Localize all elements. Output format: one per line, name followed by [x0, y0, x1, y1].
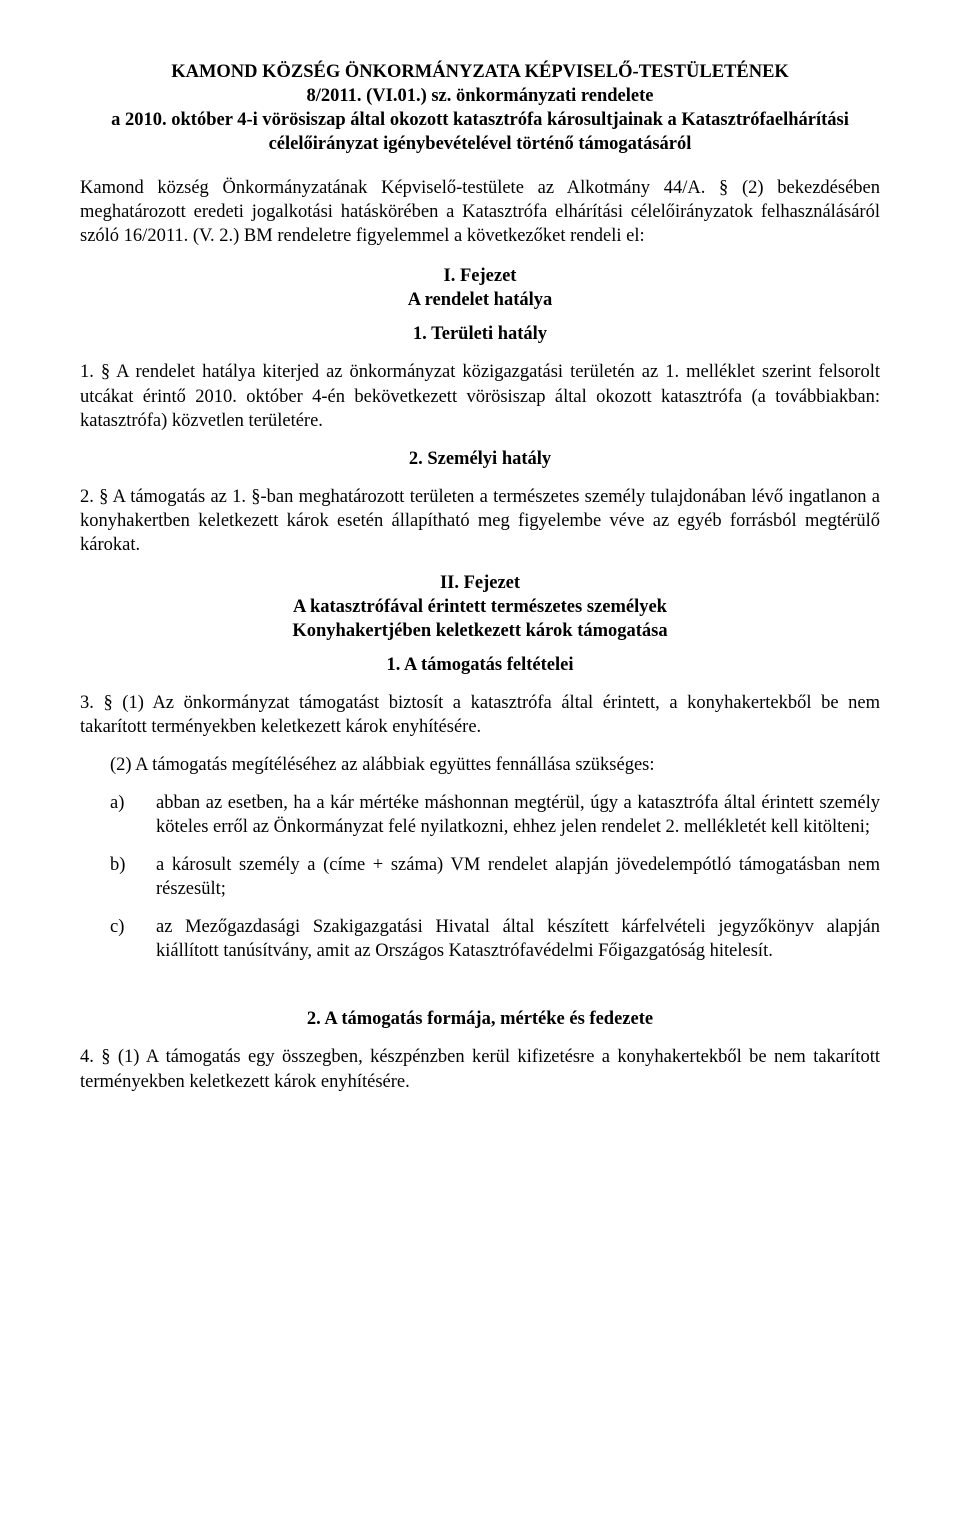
title-line-2: 8/2011. (VI.01.) sz. önkormányzati rende… — [80, 84, 880, 108]
list-letter-c: c) — [80, 915, 156, 963]
paragraph-3-2: (2) A támogatás megítéléséhez az alábbia… — [80, 753, 880, 777]
list-letter-a: a) — [80, 791, 156, 839]
chapter-1-number: I. Fejezet — [80, 264, 880, 288]
paragraph-4-1: 4. § (1) A támogatás egy összegben, kész… — [80, 1045, 880, 1093]
section-1-heading: 1. Területi hatály — [80, 322, 880, 346]
chapter-2-title-1: A katasztrófával érintett természetes sz… — [80, 595, 880, 619]
chapter-2-number: II. Fejezet — [80, 571, 880, 595]
paragraph-3-1: 3. § (1) Az önkormányzat támogatást bizt… — [80, 691, 880, 739]
list-item: a) abban az esetben, ha a kár mértéke má… — [80, 791, 880, 839]
chapter-1-heading: I. Fejezet A rendelet hatálya — [80, 264, 880, 312]
chapter-2-title-2: Konyhakertjében keletkezett károk támoga… — [80, 619, 880, 643]
section-2-heading: 2. Személyi hatály — [80, 447, 880, 471]
preamble-text: Kamond község Önkormányzatának Képviselő… — [80, 176, 880, 248]
list-text-a: abban az esetben, ha a kár mértéke másho… — [156, 791, 880, 839]
paragraph-1: 1. § A rendelet hatálya kiterjed az önko… — [80, 360, 880, 432]
title-line-3: a 2010. október 4-i vörösiszap által oko… — [80, 108, 880, 156]
list-text-c: az Mezőgazdasági Szakigazgatási Hivatal … — [156, 915, 880, 963]
section-conditions-heading: 1. A támogatás feltételei — [80, 653, 880, 677]
list-letter-b: b) — [80, 853, 156, 901]
list-text-b: a károsult személy a (címe + száma) VM r… — [156, 853, 880, 901]
list-item: b) a károsult személy a (címe + száma) V… — [80, 853, 880, 901]
list-item: c) az Mezőgazdasági Szakigazgatási Hivat… — [80, 915, 880, 963]
chapter-2-heading: II. Fejezet A katasztrófával érintett te… — [80, 571, 880, 643]
title-block: KAMOND KÖZSÉG ÖNKORMÁNYZATA KÉPVISELŐ-TE… — [80, 60, 880, 156]
chapter-1-title: A rendelet hatálya — [80, 288, 880, 312]
section-form-heading: 2. A támogatás formája, mértéke és fedez… — [80, 1007, 880, 1031]
paragraph-2: 2. § A támogatás az 1. §-ban meghatározo… — [80, 485, 880, 557]
title-line-1: KAMOND KÖZSÉG ÖNKORMÁNYZATA KÉPVISELŐ-TE… — [80, 60, 880, 84]
